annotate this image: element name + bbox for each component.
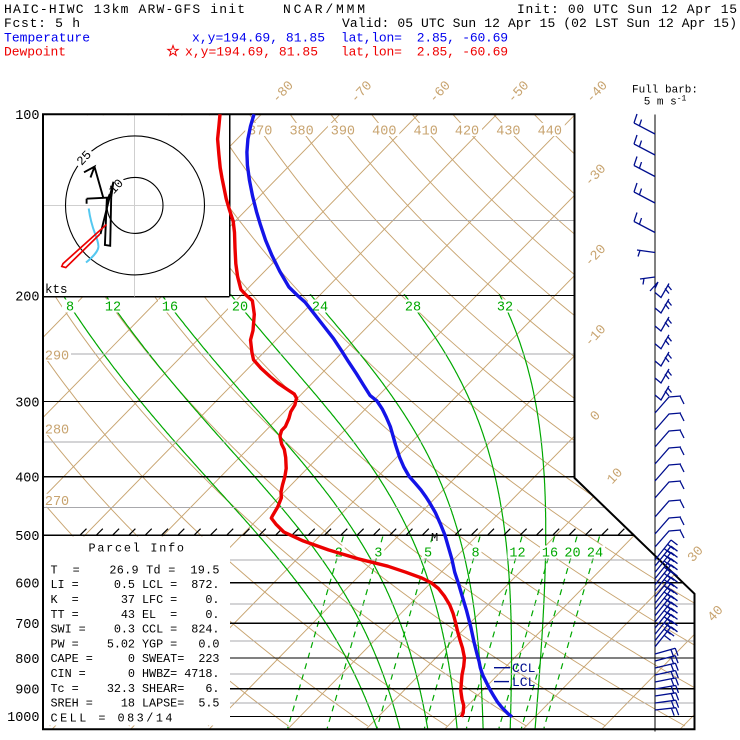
svg-text:CIN = 0 HWBZ= 4718.: CIN = 0 HWBZ= 4718. [51, 667, 220, 681]
svg-text:420: 420 [455, 124, 479, 139]
svg-text:LCL: LCL [512, 675, 535, 690]
svg-text:8: 8 [66, 300, 74, 315]
svg-text:Valid: 05 UTC Sun 12 Apr 15 (0: Valid: 05 UTC Sun 12 Apr 15 (02 LST Sun … [342, 16, 737, 31]
svg-text:270: 270 [45, 495, 69, 510]
svg-text:200: 200 [15, 290, 39, 305]
svg-text:16: 16 [542, 546, 558, 561]
svg-text:370: 370 [248, 124, 272, 139]
svg-text:Tc = 32.3 SHEAR= 6.: Tc = 32.3 SHEAR= 6. [51, 682, 220, 696]
svg-text:300: 300 [15, 396, 39, 411]
svg-text:T = 26.9 Td = 19.5: T = 26.9 Td = 19.5 [51, 563, 220, 577]
svg-text:900: 900 [15, 684, 39, 699]
svg-text:390: 390 [331, 124, 355, 139]
svg-text:16: 16 [162, 300, 178, 315]
svg-text:100: 100 [15, 109, 39, 124]
svg-text:LI = 0.5 LCL = 872.: LI = 0.5 LCL = 872. [51, 578, 220, 592]
svg-text:430: 430 [496, 124, 520, 139]
svg-text:kts: kts [45, 283, 68, 297]
svg-text:28: 28 [405, 300, 421, 315]
svg-text:12: 12 [105, 300, 121, 315]
svg-text:440: 440 [538, 124, 562, 139]
svg-text:400: 400 [372, 124, 396, 139]
svg-text:Fcst: 5 h: Fcst: 5 h [4, 16, 80, 31]
svg-text:TT = 43 EL = 0.: TT = 43 EL = 0. [51, 608, 220, 622]
svg-text:32: 32 [497, 300, 513, 315]
svg-text:CCL: CCL [512, 661, 535, 676]
svg-text:5: 5 [424, 546, 432, 561]
svg-text:3: 3 [374, 546, 382, 561]
svg-text:410: 410 [414, 124, 438, 139]
svg-text:K = 37 LFC = 0.: K = 37 LFC = 0. [51, 593, 220, 607]
svg-text:lat,lon= 2.85, -60.69: lat,lon= 2.85, -60.69 [341, 45, 508, 60]
svg-text:600: 600 [15, 578, 39, 593]
svg-text:400: 400 [15, 472, 39, 487]
svg-text:24: 24 [587, 546, 603, 561]
svg-text:CAPE = 0 SWEAT= 223: CAPE = 0 SWEAT= 223 [51, 652, 220, 666]
svg-text:SWI = 0.3 CCL = 824.: SWI = 0.3 CCL = 824. [51, 623, 220, 637]
svg-text:380: 380 [289, 124, 313, 139]
svg-text:Full barb:: Full barb: [632, 85, 698, 97]
svg-text:lat,lon= 2.85, -60.69: lat,lon= 2.85, -60.69 [341, 31, 508, 46]
svg-text:500: 500 [15, 530, 39, 545]
svg-text:Dewpoint: Dewpoint [4, 45, 66, 60]
svg-text:20: 20 [564, 546, 580, 561]
svg-text:12: 12 [509, 546, 525, 561]
svg-text:700: 700 [15, 618, 39, 633]
svg-text:SREH = 18 LAPSE= 5.5: SREH = 18 LAPSE= 5.5 [51, 697, 220, 711]
svg-text:CELL = 083/14: CELL = 083/14 [51, 712, 173, 726]
svg-text:x,y=194.69, 81.85: x,y=194.69, 81.85 [185, 45, 318, 60]
svg-text:5 m s-1: 5 m s-1 [644, 95, 687, 109]
svg-text:x,y=194.69, 81.85: x,y=194.69, 81.85 [192, 31, 325, 46]
svg-text:8: 8 [471, 546, 479, 561]
svg-text:M: M [431, 531, 438, 545]
svg-text:1000: 1000 [7, 711, 39, 726]
svg-text:24: 24 [312, 300, 328, 315]
svg-text:20: 20 [232, 300, 248, 315]
svg-text:HAIC-HIWC 13km ARW-GFS init: HAIC-HIWC 13km ARW-GFS init [4, 2, 245, 17]
svg-text:Init: 00 UTC Sun 12 Apr 15: Init: 00 UTC Sun 12 Apr 15 [517, 2, 737, 17]
svg-text:Temperature: Temperature [4, 31, 90, 46]
svg-text:290: 290 [45, 349, 69, 364]
svg-text:800: 800 [15, 653, 39, 668]
svg-text:PW = 5.02 YGP = 0.0: PW = 5.02 YGP = 0.0 [51, 637, 220, 651]
svg-text:Parcel Info: Parcel Info [89, 542, 185, 556]
svg-text:280: 280 [45, 423, 69, 438]
